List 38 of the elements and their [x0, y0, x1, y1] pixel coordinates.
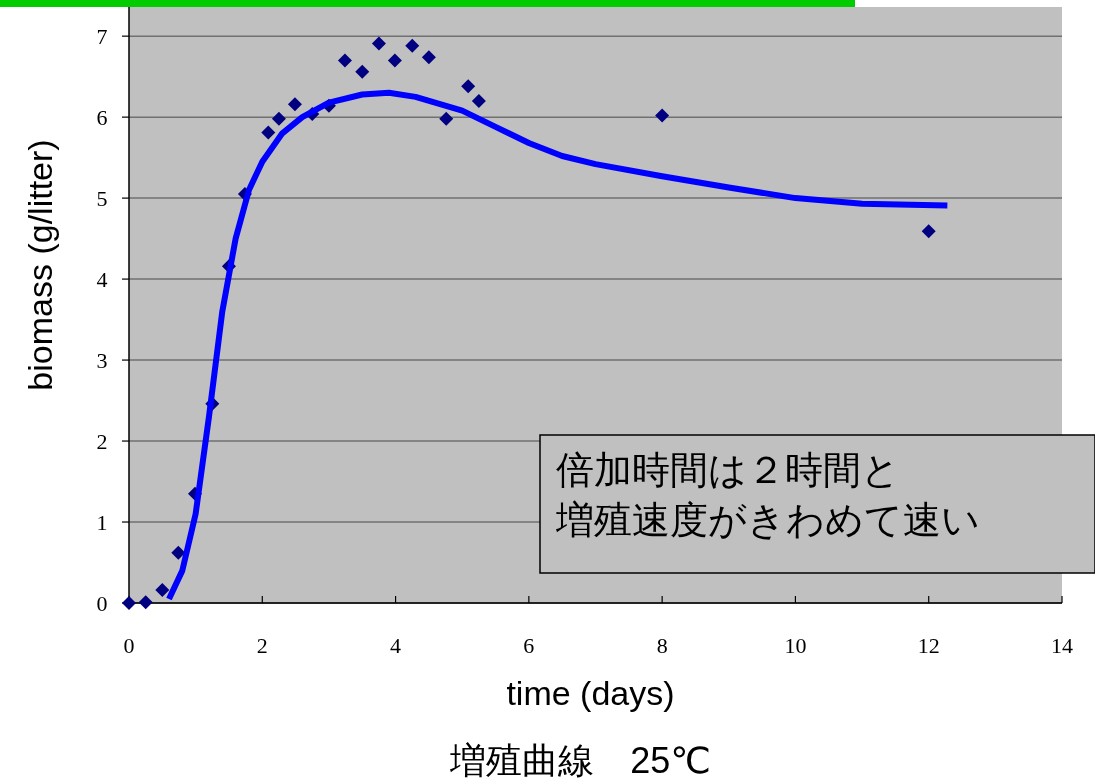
y-tick-label: 5 — [96, 186, 108, 212]
x-axis-title: time (days) — [506, 674, 675, 712]
x-tick-label: 14 — [1051, 633, 1073, 658]
y-tick-label: 1 — [96, 510, 108, 536]
point — [405, 38, 420, 53]
point — [371, 36, 386, 51]
x-tick-label: 8 — [656, 633, 668, 658]
y-tick-label: 4 — [96, 267, 108, 293]
point — [655, 108, 670, 123]
point — [461, 79, 476, 94]
y-tick-label: 0 — [96, 591, 108, 616]
point — [337, 53, 352, 68]
annotation: 増殖速度がきわめて速い — [555, 499, 980, 541]
x-tick-label: 2 — [256, 633, 268, 658]
y-tick-label: 7 — [96, 24, 108, 50]
point — [261, 125, 276, 140]
point — [171, 545, 186, 560]
point — [155, 583, 170, 598]
point — [421, 50, 436, 65]
x-tick-label: 6 — [523, 633, 535, 658]
y-axis-title: biomass (g/litter) — [21, 139, 59, 391]
point — [355, 64, 370, 79]
text: 増殖曲線 25℃ — [449, 740, 711, 781]
y-tick-label: 3 — [96, 348, 108, 374]
annotation: 倍加時間は２時間と — [556, 449, 900, 491]
x-tick-label: 12 — [917, 633, 940, 658]
point — [439, 111, 454, 126]
y-tick-label: 6 — [96, 105, 108, 131]
x-tick-label: 10 — [784, 633, 807, 658]
x-tick-label: 0 — [123, 633, 135, 658]
x-tick-label: 4 — [390, 633, 402, 658]
point — [287, 97, 302, 112]
point — [138, 595, 153, 610]
point — [921, 224, 936, 239]
point — [387, 53, 402, 68]
point — [471, 93, 486, 108]
y-tick-label: 2 — [96, 429, 108, 455]
point — [271, 111, 286, 126]
